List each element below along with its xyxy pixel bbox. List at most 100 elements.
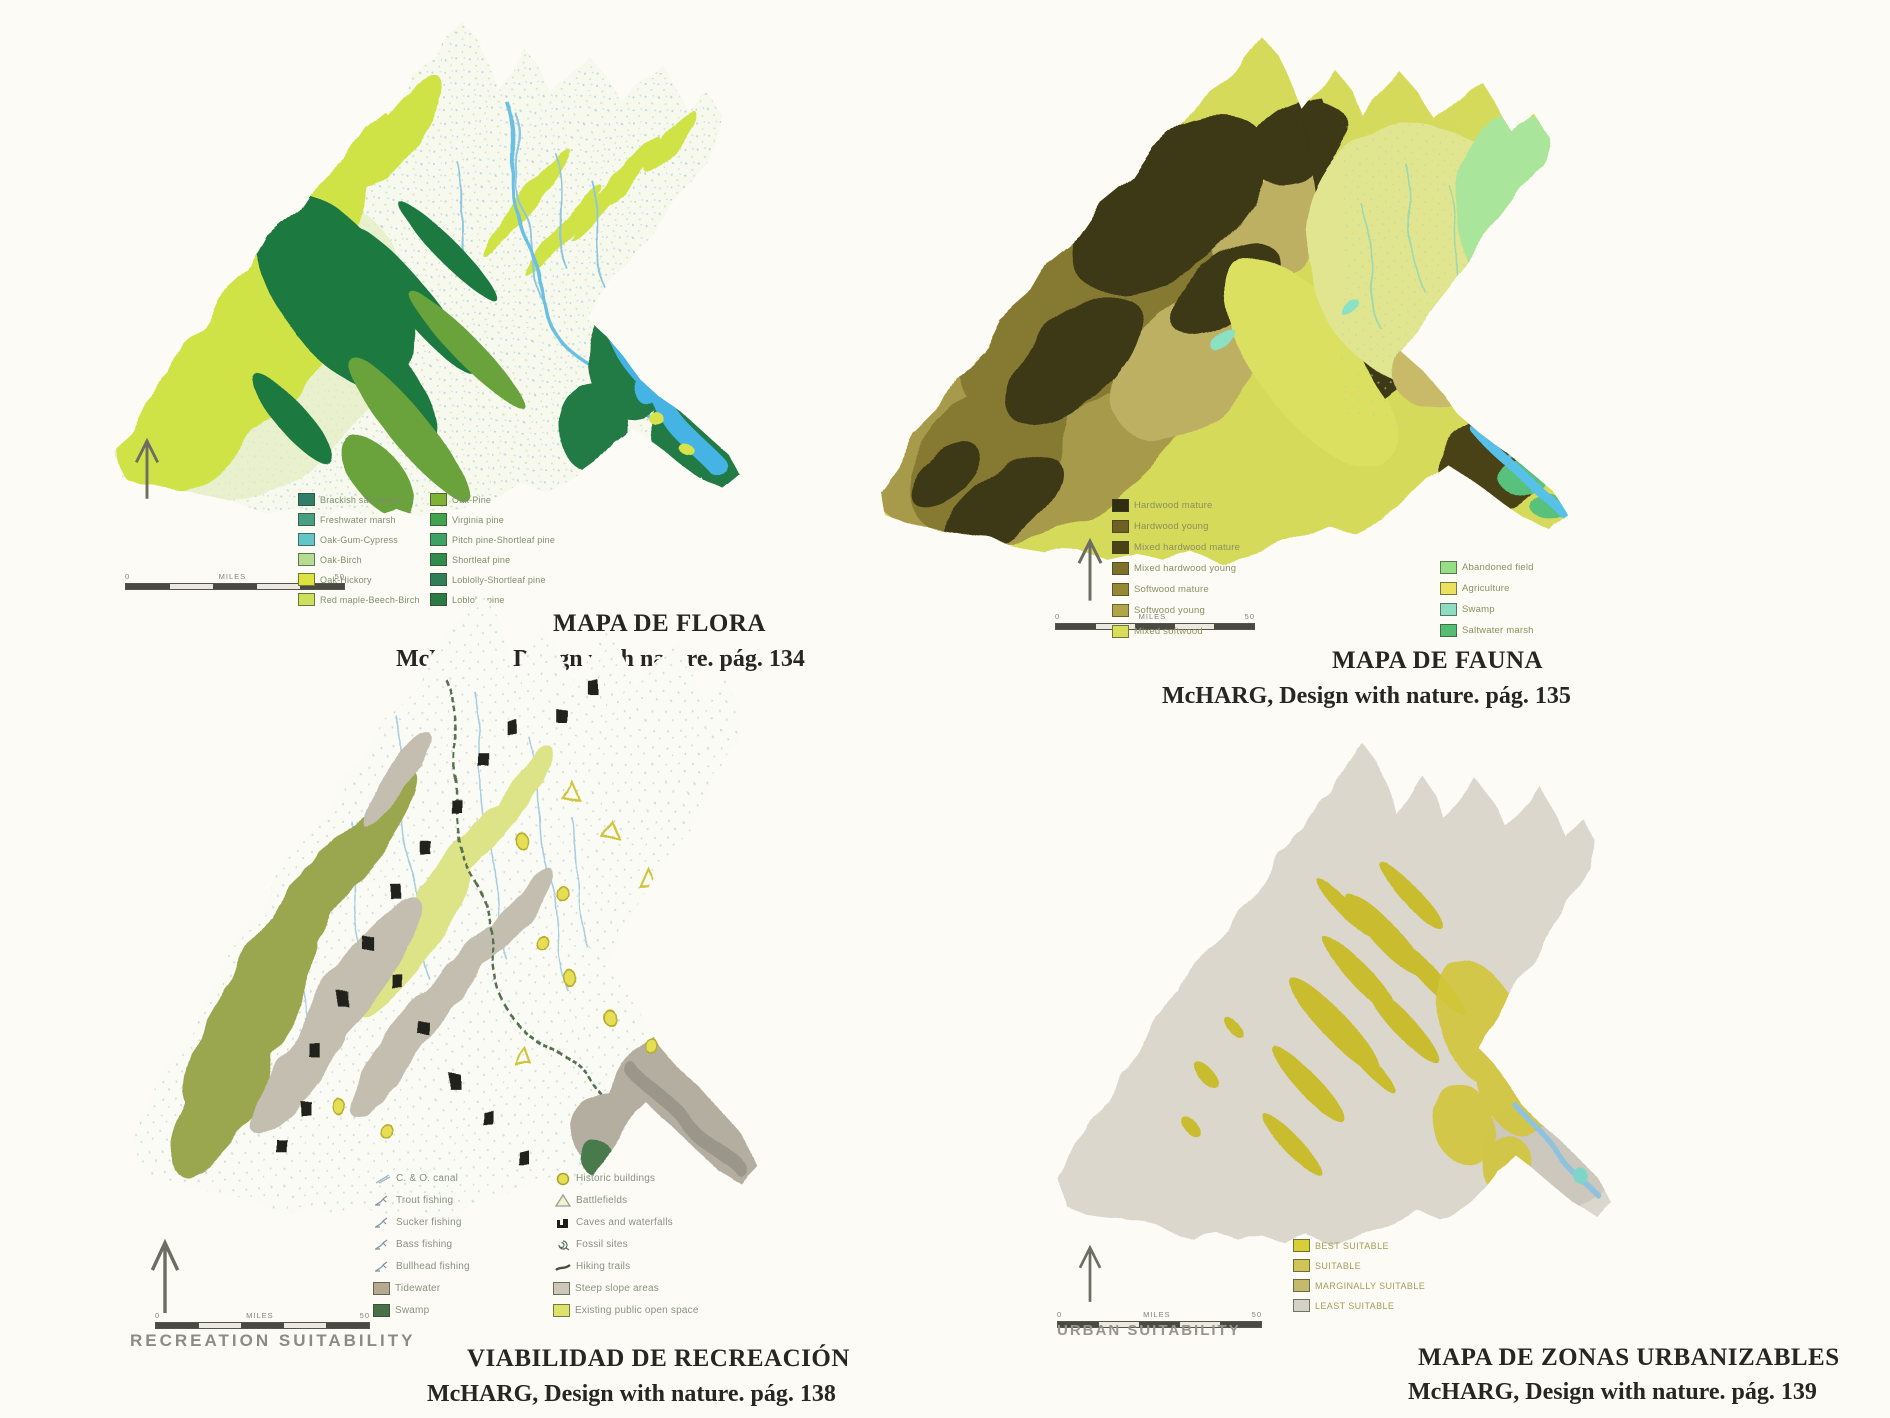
legend-item: Shortleaf pine — [430, 552, 555, 567]
scale-units: MILES — [246, 1311, 274, 1320]
urban-yellow-stripes — [1178, 862, 1462, 1176]
legend-swatch — [298, 533, 315, 546]
legend-label: Steep slope areas — [575, 1283, 660, 1294]
legend-label: Softwood young — [1134, 605, 1205, 616]
legend-swatch — [298, 553, 315, 566]
legend-label: Softwood mature — [1134, 584, 1209, 595]
north-arrow-icon — [150, 1238, 180, 1314]
hiking-trails-icon — [553, 1259, 572, 1274]
legend-label: Bass fishing — [396, 1239, 453, 1250]
legend-swatch — [553, 1304, 570, 1317]
legend-label: SUITABLE — [1315, 1260, 1362, 1271]
legend-swatch — [430, 533, 447, 546]
legend-item: Trout fishing — [373, 1193, 553, 1208]
flora-legend: Brackish salt marsh Freshwater marsh Oak… — [298, 492, 555, 607]
recreation-main-river — [443, 677, 670, 1145]
flora-olive-stripes — [343, 292, 523, 519]
legend-label: Red maple-Beech-Birch — [320, 594, 420, 605]
north-arrow-icon — [1078, 1244, 1102, 1302]
legend-item: LEAST SUITABLE — [1293, 1298, 1425, 1313]
scale-start: 0 — [155, 1311, 161, 1320]
legend-swatch — [373, 1282, 390, 1295]
legend-item: C. & O. canal — [373, 1171, 553, 1186]
legend-item: Existing public open space — [553, 1303, 699, 1318]
legend-swatch — [1112, 541, 1129, 554]
legend-swatch — [1293, 1239, 1310, 1252]
legend-label: Hiking trails — [576, 1261, 631, 1272]
legend-label: Virginia pine — [452, 514, 504, 525]
legend-item: Historic buildings — [553, 1171, 699, 1186]
legend-swatch — [430, 553, 447, 566]
north-arrow-icon — [1077, 537, 1103, 601]
legend-label: LEAST SUITABLE — [1315, 1300, 1395, 1311]
legend-label: Oak-Hickory — [320, 574, 372, 585]
legend-label: Oak-Pine — [452, 494, 492, 505]
legend-label: Mixed softwood — [1134, 626, 1203, 637]
battlefields-icon — [553, 1193, 572, 1208]
urban-caption-title: MAPA DE ZONAS URBANIZABLES — [1418, 1344, 1840, 1371]
legend-item: Pitch pine-Shortleaf pine — [430, 532, 555, 547]
legend-label: Tidewater — [395, 1283, 441, 1294]
legend-item: Softwood young — [1112, 603, 1240, 618]
scale-end: 50 — [359, 1311, 370, 1320]
legend-label: Brackish salt marsh — [320, 494, 403, 505]
legend-label: Trout fishing — [396, 1195, 454, 1206]
legend-item: Bass fishing — [373, 1237, 553, 1252]
legend-item: Virginia pine — [430, 512, 555, 527]
canal-icon — [373, 1171, 392, 1186]
urban-river — [1512, 1101, 1602, 1200]
fishing-icon — [373, 1215, 392, 1230]
legend-label: Swamp — [395, 1305, 430, 1316]
legend-item: Oak-Gum-Cypress — [298, 532, 430, 547]
legend-label: Bullhead fishing — [396, 1261, 470, 1272]
legend-item: Agriculture — [1440, 581, 1534, 596]
legend-label: Battlefields — [576, 1195, 628, 1206]
legend-swatch — [1293, 1279, 1310, 1292]
legend-swatch — [298, 513, 315, 526]
fishing-icon — [373, 1237, 392, 1252]
legend-label: Oak-Gum-Cypress — [320, 534, 399, 545]
fauna-legend-right: Abandoned field Agriculture Swamp Saltwa… — [1440, 560, 1534, 638]
legend-swatch — [298, 573, 315, 586]
scale-end: 50 — [1251, 1310, 1262, 1319]
fauna-caption-source-clip: McHARG, Design with nature. pág. 135 — [1162, 683, 1582, 708]
legend-label: Saltwater marsh — [1462, 625, 1534, 636]
scale-units: MILES — [1138, 612, 1167, 621]
scale-units: MILES — [218, 572, 247, 581]
legend-item: Loblolly-Shortleaf pine — [430, 572, 555, 587]
caves-waterfalls-icon — [553, 1215, 572, 1230]
recreation-poi-squares — [275, 678, 597, 1164]
legend-item: Saltwater marsh — [1440, 623, 1534, 638]
legend-item: Hiking trails — [553, 1259, 699, 1274]
recreation-west-stripes — [171, 771, 418, 1176]
recreation-historic-circles — [331, 833, 656, 1140]
legend-label: Caves and waterfalls — [576, 1217, 673, 1228]
fauna-map: 0 MILES 50 Hardwood mature Hardwood youn… — [850, 18, 1598, 663]
legend-label: Mixed hardwood mature — [1134, 542, 1241, 553]
legend-item: BEST SUITABLE — [1293, 1238, 1425, 1253]
legend-swatch — [1440, 582, 1457, 595]
scale-start: 0 — [1057, 1310, 1063, 1319]
legend-item: Abandoned field — [1440, 560, 1534, 575]
legend-item: Hardwood mature — [1112, 498, 1240, 513]
legend-swatch — [430, 493, 447, 506]
scale-end: 50 — [334, 572, 345, 581]
legend-item: Hardwood young — [1112, 519, 1240, 534]
legend-label: Shortleaf pine — [452, 554, 511, 565]
legend-item: Softwood mature — [1112, 582, 1240, 597]
legend-label: Existing public open space — [575, 1305, 699, 1316]
fauna-caption-title: MAPA DE FAUNA — [1332, 647, 1544, 674]
urban-caption-source: McHARG, Design with nature. pág. 139 — [1408, 1379, 1817, 1405]
legend-swatch — [373, 1304, 390, 1317]
legend-label: Historic buildings — [576, 1173, 656, 1184]
scale-end: 50 — [1244, 612, 1255, 621]
legend-item: Steep slope areas — [553, 1281, 699, 1296]
legend-swatch — [1112, 583, 1129, 596]
legend-item: Swamp — [373, 1303, 553, 1318]
recreation-legend: C. & O. canal Trout fishing Sucker fishi… — [373, 1171, 699, 1318]
legend-swatch — [1112, 604, 1129, 617]
legend-swatch — [298, 493, 315, 506]
legend-label: Agriculture — [1462, 583, 1510, 594]
flora-map: 0 MILES 50 Brackish salt marsh Freshwate… — [88, 4, 768, 616]
